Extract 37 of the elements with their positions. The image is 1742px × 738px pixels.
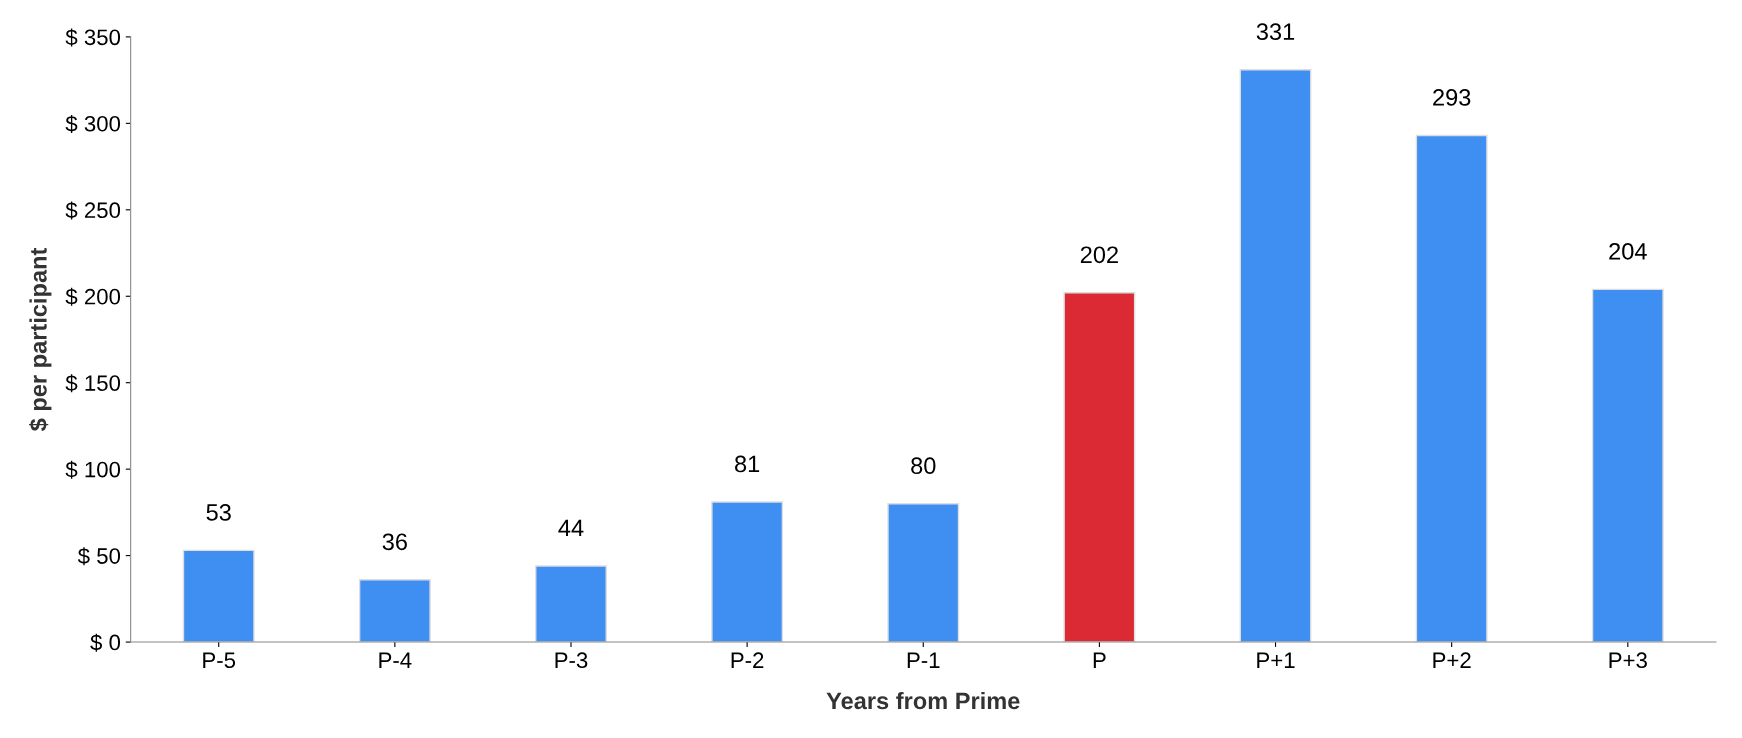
bar (182, 549, 255, 643)
bar (1063, 292, 1136, 643)
bar (358, 579, 431, 643)
x-tick-label: P-4 (379, 652, 412, 668)
x-tick-label: P-5 (203, 652, 236, 669)
bar (1415, 134, 1488, 643)
bar (535, 565, 607, 643)
bar (711, 501, 784, 643)
y-axis-title: $ per participant (29, 247, 52, 432)
y-tick-label: $ 100 (65, 460, 121, 479)
y-tick-label: $ 150 (65, 374, 121, 393)
x-tick-label: P-3 (555, 652, 588, 669)
y-tick-label: $ 0 (90, 633, 121, 652)
x-tick-label: P+1 (1257, 652, 1295, 668)
x-tick-label: P-2 (731, 652, 764, 668)
y-tick-label: $ 300 (65, 114, 121, 133)
y-tick-label: $ 250 (65, 201, 121, 220)
data-label: 202 (1080, 246, 1118, 264)
data-label: 53 (206, 504, 231, 521)
data-label: 331 (1256, 23, 1295, 41)
bar (1591, 288, 1664, 643)
bar (1239, 69, 1312, 643)
data-label: 36 (382, 533, 407, 551)
x-tick-label: P+3 (1609, 652, 1647, 669)
data-label: 44 (558, 519, 584, 537)
data-label: 81 (735, 455, 760, 473)
x-axis-title: Years from Prime (826, 691, 1020, 710)
y-tick-label: $ 50 (77, 547, 121, 566)
x-tick-label: P (1093, 652, 1106, 668)
data-label: 204 (1609, 242, 1647, 260)
bar (887, 503, 960, 643)
x-tick-label: P+2 (1433, 652, 1471, 668)
y-tick-label: $ 200 (65, 287, 121, 306)
y-tick-label: $ 350 (65, 28, 121, 47)
x-tick-label: P-1 (907, 652, 940, 668)
data-label: 80 (911, 457, 936, 475)
data-label: 293 (1433, 89, 1471, 106)
